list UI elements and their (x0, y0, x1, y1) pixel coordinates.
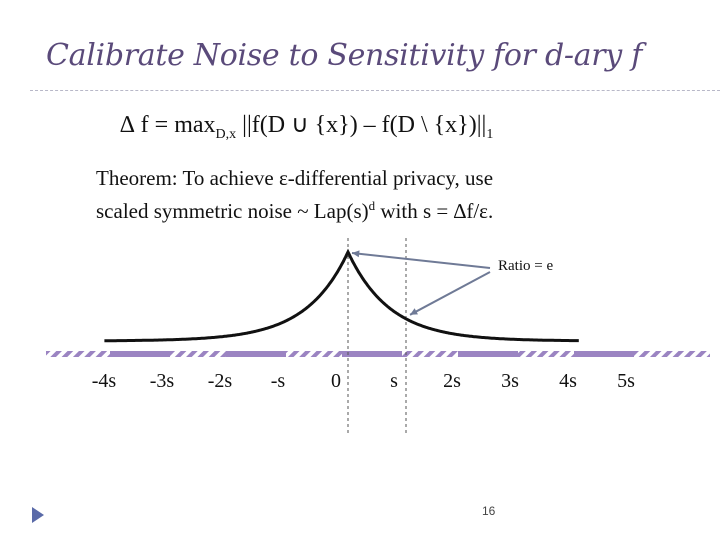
sensitivity-formula: ∆ f = maxD,x ||f(D ∪ {x}) – f(D \ {x})||… (120, 110, 493, 143)
axis-segment (342, 351, 402, 357)
axis-segment (226, 351, 286, 357)
laplace-curve (104, 248, 579, 343)
formula-norm-subscript: 1 (486, 126, 494, 142)
axis-segment (458, 351, 518, 357)
x-tick-label: -3s (149, 370, 175, 392)
formula-rhs: ||f(D ∪ {x}) – f(D \ {x})|| (236, 112, 487, 138)
x-tick-label: -2s (207, 370, 233, 392)
ratio-label: Ratio = e (498, 258, 554, 274)
theorem-line-2-end: with s = ∆f/ε. (375, 199, 494, 223)
theorem-line-2-start: scaled symmetric noise ~ Lap(s) (96, 199, 369, 223)
arrow-to-s (409, 271, 491, 316)
axis-segment (110, 351, 170, 357)
formula-lhs: ∆ f = max (120, 112, 216, 138)
arrowhead-s (410, 308, 418, 315)
nav-arrow-icon[interactable] (30, 506, 46, 524)
x-tick-label: 5s (617, 370, 635, 392)
theorem-line-1: Theorem: To achieve ε-differential priva… (96, 166, 494, 190)
dashed-guides (347, 238, 407, 435)
x-axis (46, 351, 710, 357)
axis-segment (574, 351, 634, 357)
title-divider (30, 90, 720, 91)
arrowhead-peak (352, 250, 360, 258)
x-tick-label: 3s (501, 370, 519, 392)
arrow-to-peak (351, 252, 491, 269)
slide-title: Calibrate Noise to Sensitivity for d-ary… (46, 38, 642, 73)
theorem-text: Theorem: To achieve ε-differential priva… (96, 164, 493, 225)
x-tick-label: s (390, 370, 398, 392)
formula-subscript: D,x (215, 126, 237, 142)
x-tick-label: 4s (559, 370, 577, 392)
ratio-arrows (351, 250, 491, 316)
x-tick-label: 0 (331, 370, 341, 392)
theorem-superscript: d (368, 198, 376, 213)
x-tick-label: 2s (443, 370, 461, 392)
page-number: 16 (482, 504, 496, 518)
x-tick-label: -4s (91, 370, 117, 392)
x-tick-label: -s (270, 370, 286, 392)
theorem-line-2: scaled symmetric noise ~ Lap(s)d with s … (96, 192, 493, 225)
